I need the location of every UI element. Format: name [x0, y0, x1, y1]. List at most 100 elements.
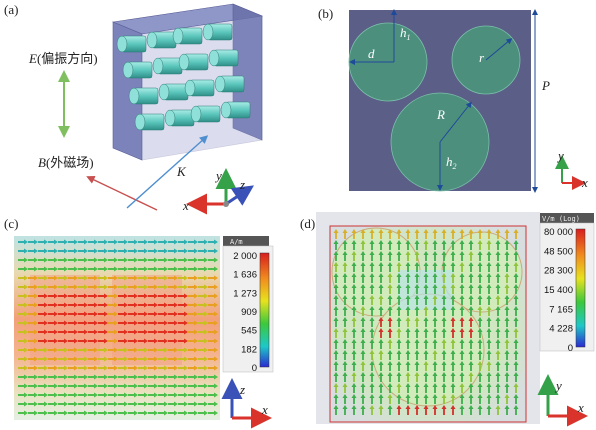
field-vector	[387, 372, 393, 382]
field-vector	[333, 383, 339, 393]
field-vector	[333, 405, 339, 415]
field-vector	[78, 311, 88, 317]
field-vector	[396, 405, 402, 415]
field-vector	[128, 302, 138, 308]
field-vector	[378, 394, 384, 404]
field-vector	[58, 239, 68, 245]
field-vector	[504, 394, 510, 404]
field-vector	[68, 275, 78, 281]
field-vector	[48, 365, 58, 371]
field-vector	[351, 273, 357, 283]
field-vector	[78, 365, 88, 371]
field-vector	[68, 239, 78, 245]
field-vector	[477, 240, 483, 250]
cylinder	[178, 53, 209, 71]
field-vector	[78, 293, 88, 299]
field-vector	[208, 401, 218, 407]
field-vector	[369, 306, 375, 316]
field-vector	[504, 251, 510, 261]
field-vector	[58, 302, 68, 308]
cylinder	[202, 23, 233, 41]
field-vector	[168, 239, 178, 245]
field-vector	[387, 317, 393, 327]
field-vector	[138, 401, 148, 407]
field-vector	[198, 356, 208, 362]
field-vector	[88, 266, 98, 272]
field-vector	[351, 350, 357, 360]
field-vector	[28, 365, 38, 371]
field-vector	[58, 329, 68, 335]
field-vector	[108, 338, 118, 344]
field-vector	[48, 347, 58, 353]
field-vector	[178, 311, 188, 317]
field-vector	[432, 317, 438, 327]
field-vector	[450, 251, 456, 261]
field-vector	[108, 374, 118, 380]
field-vector	[333, 262, 339, 272]
field-vector	[158, 266, 168, 272]
svg-text:A/m: A/m	[230, 238, 243, 246]
field-vector	[459, 251, 465, 261]
svg-text:z: z	[239, 382, 245, 397]
field-vector	[423, 317, 429, 327]
field-vector	[208, 302, 218, 308]
field-vector	[360, 372, 366, 382]
field-vector	[333, 295, 339, 305]
field-vector	[414, 394, 420, 404]
field-vector	[441, 306, 447, 316]
field-vector	[486, 339, 492, 349]
cylinder	[220, 101, 251, 119]
field-vector	[405, 328, 411, 338]
field-vector	[58, 275, 68, 281]
field-vector	[178, 383, 188, 389]
field-vector	[342, 317, 348, 327]
field-vector	[208, 239, 218, 245]
field-vector	[432, 339, 438, 349]
field-vector	[38, 302, 48, 308]
panel-d-label: (d)	[300, 216, 315, 231]
field-vector	[342, 372, 348, 382]
field-vector	[208, 329, 218, 335]
axis-triad-b: y x	[555, 148, 588, 190]
field-vector	[198, 374, 208, 380]
field-vector	[477, 372, 483, 382]
field-vector	[128, 392, 138, 398]
field-vector	[108, 365, 118, 371]
field-vector	[118, 239, 128, 245]
field-vector	[486, 262, 492, 272]
field-vector	[178, 374, 188, 380]
field-vector	[459, 361, 465, 371]
field-vector	[486, 350, 492, 360]
field-vector	[423, 372, 429, 382]
svg-text:x: x	[581, 175, 588, 190]
field-vector	[38, 266, 48, 272]
field-vector	[68, 374, 78, 380]
field-vector	[342, 394, 348, 404]
field-vector	[88, 338, 98, 344]
field-vector	[441, 317, 447, 327]
field-vector	[396, 383, 402, 393]
field-vector	[414, 339, 420, 349]
field-vector	[88, 248, 98, 254]
field-vector	[138, 383, 148, 389]
field-vector	[128, 383, 138, 389]
field-vector	[495, 284, 501, 294]
field-vector	[148, 338, 158, 344]
cylinder	[184, 79, 215, 97]
field-vector	[396, 339, 402, 349]
field-vector	[118, 302, 128, 308]
field-vector	[78, 284, 88, 290]
field-vector	[486, 306, 492, 316]
svg-text:y: y	[556, 148, 564, 163]
field-vector	[208, 284, 218, 290]
field-vector	[28, 356, 38, 362]
big-r-label: R	[436, 107, 445, 122]
field-vector	[351, 372, 357, 382]
field-vector	[88, 257, 98, 263]
field-vector	[351, 240, 357, 250]
field-vector	[58, 383, 68, 389]
field-vector	[396, 262, 402, 272]
field-vector	[78, 257, 88, 263]
field-vector	[28, 293, 38, 299]
field-vector	[369, 372, 375, 382]
